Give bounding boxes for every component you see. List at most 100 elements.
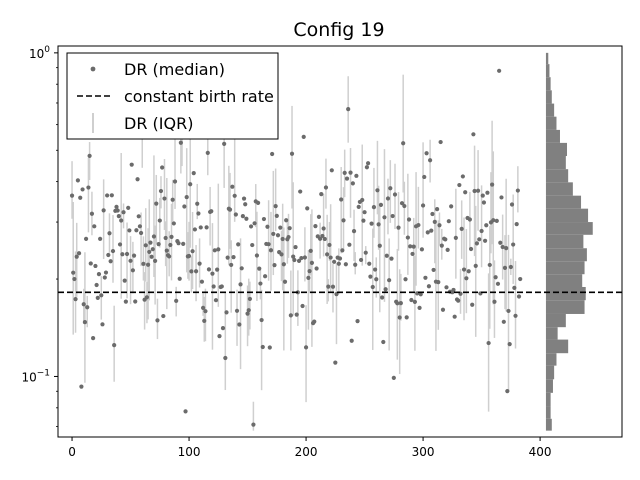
- median-point-215: [321, 226, 326, 231]
- median-point-211: [316, 214, 322, 219]
- median-point-13: [85, 305, 90, 310]
- median-point-46: [123, 299, 128, 304]
- histogram-bar-17: [545, 195, 582, 209]
- median-point-347: [475, 188, 481, 193]
- median-point-228: [336, 261, 341, 266]
- x-tick-label-3: 300: [412, 445, 435, 459]
- histogram-bar-14: [545, 234, 584, 249]
- legend-label-iqr: DR (IQR): [124, 114, 193, 133]
- median-point-141: [234, 308, 240, 313]
- median-point-182: [282, 279, 288, 284]
- median-point-264: [378, 202, 384, 208]
- median-point-253: [365, 161, 371, 166]
- median-point-298: [418, 292, 423, 297]
- median-point-378: [512, 285, 517, 291]
- median-point-327: [452, 314, 457, 319]
- median-point-173: [272, 263, 277, 268]
- median-point-114: [203, 309, 208, 314]
- histogram-bar-27: [545, 64, 550, 78]
- median-point-116: [205, 150, 210, 155]
- median-point-238: [348, 170, 353, 175]
- median-point-163: [260, 344, 265, 350]
- median-point-32: [107, 231, 112, 236]
- median-point-72: [154, 201, 159, 206]
- median-point-229: [337, 256, 343, 261]
- median-point-122: [212, 248, 217, 253]
- median-point-239: [349, 338, 354, 343]
- median-point-346: [474, 241, 480, 246]
- histogram-bar-6: [545, 339, 569, 354]
- median-point-289: [408, 244, 413, 249]
- median-point-103: [190, 249, 195, 254]
- median-point-160: [257, 266, 262, 271]
- median-point-187: [288, 313, 293, 318]
- median-point-168: [266, 242, 271, 247]
- legend-label-reference: constant birth rate: [124, 87, 274, 106]
- median-point-136: [229, 262, 234, 268]
- median-point-63: [143, 243, 148, 248]
- median-point-40: [116, 214, 121, 219]
- median-point-0: [69, 193, 75, 198]
- median-point-320: [444, 285, 449, 290]
- median-point-27: [101, 208, 106, 213]
- median-point-61: [141, 261, 146, 266]
- median-point-55: [134, 228, 139, 233]
- median-point-97: [183, 409, 188, 414]
- median-point-155: [251, 422, 256, 427]
- median-point-181: [281, 262, 286, 267]
- median-point-180: [280, 236, 285, 242]
- median-point-124: [215, 267, 220, 272]
- median-point-8: [79, 384, 84, 389]
- median-point-73: [155, 318, 160, 323]
- median-point-361: [492, 299, 497, 304]
- median-point-11: [82, 319, 88, 325]
- plot-area: [58, 52, 622, 431]
- median-point-333: [459, 226, 464, 231]
- histogram-bar-3: [545, 379, 553, 393]
- median-point-204: [308, 248, 313, 253]
- median-point-199: [302, 255, 307, 260]
- histogram-bar-5: [545, 353, 557, 366]
- median-point-249: [361, 218, 366, 223]
- median-point-191: [293, 244, 298, 250]
- median-point-291: [410, 251, 415, 257]
- median-point-376: [509, 202, 515, 207]
- median-point-194: [296, 258, 302, 263]
- median-point-58: [137, 224, 143, 229]
- histogram-bar-1: [545, 406, 551, 419]
- median-point-53: [131, 253, 137, 258]
- median-point-172: [271, 231, 276, 237]
- histogram-bar-10: [545, 286, 586, 301]
- median-point-164: [261, 216, 267, 222]
- median-point-220: [327, 242, 332, 248]
- histogram-bar-9: [545, 300, 585, 314]
- median-point-20: [93, 263, 98, 269]
- median-point-111: [199, 279, 205, 284]
- median-point-305: [426, 284, 432, 289]
- median-point-324: [449, 204, 454, 209]
- median-point-169: [267, 345, 272, 350]
- median-point-51: [129, 162, 134, 167]
- median-point-100: [186, 253, 192, 259]
- median-point-75: [157, 218, 162, 223]
- median-point-133: [225, 255, 230, 260]
- median-point-42: [119, 218, 124, 223]
- histogram-bar-18: [545, 182, 573, 196]
- median-point-200: [303, 345, 309, 350]
- histogram-bar-2: [545, 392, 551, 407]
- median-point-132: [224, 310, 229, 315]
- median-point-123: [213, 298, 219, 303]
- median-point-195: [298, 189, 303, 194]
- median-point-280: [397, 315, 402, 320]
- median-point-222: [329, 168, 334, 173]
- median-point-275: [391, 375, 396, 380]
- median-point-362: [493, 275, 498, 280]
- histogram-bar-7: [545, 327, 558, 340]
- median-point-148: [243, 202, 248, 207]
- median-point-83: [167, 254, 172, 259]
- median-point-28: [102, 275, 107, 280]
- median-point-129: [220, 326, 226, 331]
- histogram-bar-24: [545, 103, 555, 117]
- median-point-357: [487, 262, 492, 268]
